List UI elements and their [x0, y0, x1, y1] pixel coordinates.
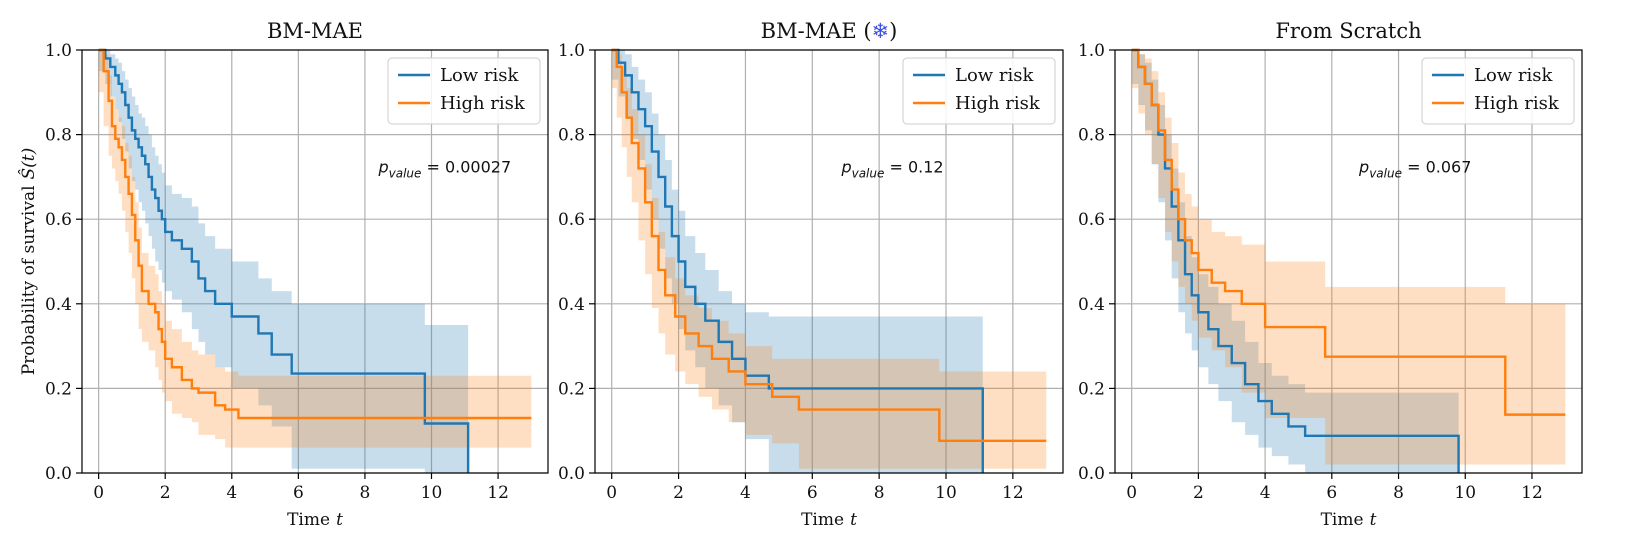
legend: Low risk High risk — [387, 57, 541, 125]
p-value-text: = 0.067 — [1402, 158, 1471, 177]
x-axis-label-var: t — [1370, 510, 1377, 530]
x-tick-label: 4 — [1260, 483, 1271, 503]
x-tick-label: 2 — [1193, 483, 1204, 503]
high-risk-survival-line — [98, 48, 532, 420]
chart-title: BM-MAE — [267, 19, 363, 43]
legend-entry-low-risk: Low risk — [955, 65, 1035, 86]
axes-frame — [1114, 49, 1583, 474]
x-tick-label: 0 — [606, 483, 617, 503]
p-value-text: = 0.00027 — [421, 158, 511, 177]
p-value-label: p — [377, 158, 388, 177]
x-tick-label: 0 — [1126, 483, 1137, 503]
x-axis-label-text: Time — [801, 510, 844, 530]
x-tick-label: 12 — [1002, 483, 1024, 503]
x-axis-label: Time t — [287, 510, 343, 530]
x-tick-label: 0 — [93, 483, 104, 503]
y-tick-label: 0.2 — [558, 379, 585, 399]
x-axis-label-var: t — [336, 510, 343, 530]
low-risk-survival-line — [98, 48, 470, 473]
y-tick-label: 0.2 — [1078, 379, 1105, 399]
y-axis-label-var: Ŝ(t) — [18, 148, 39, 180]
low-risk-confidence-band — [1131, 50, 1459, 473]
x-tick-label: 2 — [160, 483, 171, 503]
chart-title: From Scratch — [1275, 19, 1421, 43]
high-risk-survival-line — [611, 48, 1047, 443]
x-tick-label: 4 — [740, 483, 751, 503]
chart-panel-1: 0 2 4 6 8 10 12 0.0 0.2 0.4 0.6 0.8 1.0 BM-MAE Time t Pr… — [18, 19, 549, 530]
legend: Low risk High risk — [902, 57, 1056, 125]
chart-panel-3: 0 2 4 6 8 10 12 0.0 0.2 0.4 0.6 0.8 1.0 From Scratch T… — [1078, 19, 1583, 530]
p-value-annotation: pvalue = 0.067 — [1358, 158, 1471, 181]
x-tick-label: 6 — [293, 483, 304, 503]
p-value-label: p — [840, 158, 851, 177]
p-value-label: p — [1358, 158, 1369, 177]
x-axis-label-text: Time — [1321, 510, 1364, 530]
y-tick-label: 0.4 — [1078, 295, 1105, 315]
y-tick-label: 1.0 — [558, 41, 585, 61]
legend: Low risk High risk — [1421, 57, 1575, 125]
x-tick-label: 10 — [421, 483, 443, 503]
y-tick-label: 0.4 — [558, 295, 585, 315]
x-axis-label-var: t — [850, 510, 857, 530]
y-tick-label: 0.8 — [45, 126, 72, 146]
p-value-text: = 0.12 — [884, 158, 943, 177]
y-tick-label: 0.8 — [558, 126, 585, 146]
x-tick-label: 10 — [1454, 483, 1476, 503]
x-tick-label: 2 — [673, 483, 684, 503]
p-value-subscript: value — [852, 167, 885, 181]
x-tick-label: 8 — [360, 483, 371, 503]
x-tick-label: 6 — [807, 483, 818, 503]
chart-title-text: From Scratch — [1275, 19, 1421, 43]
axes-frame — [594, 49, 1064, 474]
x-tick-label: 8 — [1393, 483, 1404, 503]
y-tick-label: 1.0 — [45, 41, 72, 61]
p-value-subscript: value — [1369, 167, 1402, 181]
chart-title: BM-MAE (❄) — [761, 19, 898, 43]
x-tick-label: 12 — [1521, 483, 1543, 503]
x-tick-label: 10 — [935, 483, 957, 503]
x-tick-label: 6 — [1326, 483, 1337, 503]
chart-panel-2: 0 2 4 6 8 10 12 0.0 0.2 0.4 0.6 0.8 1.0 BM-MAE (❄) Tim… — [558, 19, 1064, 530]
legend-entry-high-risk: High risk — [1474, 93, 1560, 114]
low-risk-confidence-band — [98, 50, 469, 473]
y-tick-label: 0.6 — [558, 210, 585, 230]
high-risk-confidence-band — [98, 50, 532, 448]
legend-entry-low-risk: Low risk — [1474, 65, 1554, 86]
y-tick-label: 0.0 — [45, 464, 72, 484]
x-tick-label: 12 — [487, 483, 509, 503]
y-tick-label: 0.2 — [45, 379, 72, 399]
axes-frame — [81, 49, 549, 474]
p-value-subscript: value — [389, 167, 422, 181]
x-axis-label: Time t — [1321, 510, 1377, 530]
low-risk-confidence-band — [611, 50, 983, 473]
y-tick-label: 0.4 — [45, 295, 72, 315]
snowflake-icon: ❄ — [872, 19, 890, 43]
legend-entry-low-risk: Low risk — [440, 65, 520, 86]
high-risk-survival-line — [1131, 48, 1566, 416]
high-risk-confidence-band — [611, 50, 1047, 469]
y-tick-label: 0.0 — [558, 464, 585, 484]
x-axis-label-text: Time — [287, 510, 330, 530]
y-tick-label: 0.8 — [1078, 126, 1105, 146]
y-tick-label: 1.0 — [1078, 41, 1105, 61]
high-risk-confidence-band — [1131, 50, 1566, 465]
legend-entry-high-risk: High risk — [440, 93, 526, 114]
low-risk-survival-line — [611, 48, 984, 473]
y-axis-label-text: Probability of survival — [19, 185, 39, 375]
y-tick-label: 0.6 — [1078, 210, 1105, 230]
x-tick-label: 8 — [874, 483, 885, 503]
legend-entry-high-risk: High risk — [955, 93, 1041, 114]
chart-title-text: BM-MAE ( — [761, 19, 872, 43]
p-value-annotation: pvalue = 0.12 — [840, 158, 943, 181]
y-tick-label: 0.6 — [45, 210, 72, 230]
y-tick-label: 0.0 — [1078, 464, 1105, 484]
y-axis-label: Probability of survival Ŝ(t) — [18, 148, 39, 376]
chart-title-text: BM-MAE — [267, 19, 363, 43]
chart-title-suffix: ) — [889, 19, 897, 43]
x-tick-label: 4 — [226, 483, 237, 503]
x-axis-label: Time t — [801, 510, 857, 530]
p-value-annotation: pvalue = 0.00027 — [377, 158, 511, 181]
